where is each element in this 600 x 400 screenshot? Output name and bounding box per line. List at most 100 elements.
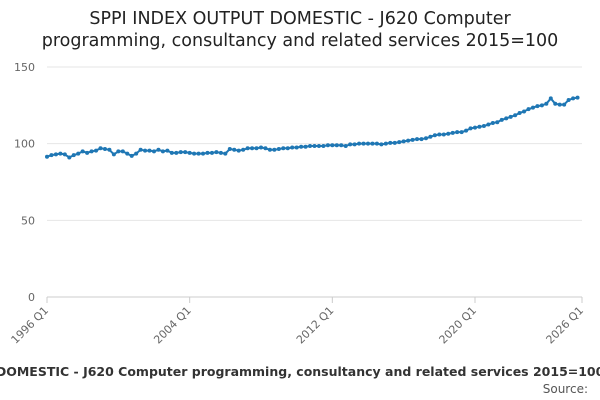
data-point bbox=[303, 144, 308, 149]
data-point bbox=[125, 151, 130, 156]
data-point bbox=[450, 130, 455, 135]
data-point bbox=[477, 124, 482, 129]
data-point bbox=[410, 137, 415, 142]
data-point bbox=[352, 142, 357, 147]
data-point bbox=[49, 153, 54, 158]
data-point bbox=[481, 124, 486, 129]
data-point bbox=[299, 144, 304, 149]
data-point bbox=[134, 151, 139, 156]
data-point bbox=[53, 152, 58, 157]
chart-title-line-2: programming, consultancy and related ser… bbox=[41, 31, 559, 51]
data-point bbox=[517, 111, 522, 115]
data-point bbox=[281, 146, 286, 151]
data-point bbox=[160, 149, 165, 154]
data-point bbox=[343, 143, 348, 148]
data-point bbox=[263, 146, 268, 151]
data-point bbox=[276, 147, 281, 152]
data-point bbox=[85, 150, 90, 155]
data-point bbox=[553, 101, 558, 106]
data-point bbox=[437, 132, 442, 137]
data-point bbox=[499, 117, 504, 122]
data-point bbox=[192, 151, 197, 156]
chart-title: SPPI INDEX OUTPUT DOMESTIC - J620 Comput… bbox=[0, 8, 600, 52]
data-point bbox=[379, 142, 384, 147]
data-point bbox=[178, 150, 183, 155]
data-point bbox=[201, 151, 206, 156]
data-point bbox=[397, 140, 402, 145]
data-point bbox=[209, 150, 214, 155]
data-point bbox=[544, 101, 549, 106]
y-tick-label: 0 bbox=[28, 291, 35, 304]
data-point bbox=[508, 114, 513, 119]
data-point bbox=[58, 151, 63, 156]
data-point bbox=[446, 131, 451, 136]
data-point bbox=[129, 153, 134, 158]
data-point bbox=[513, 113, 518, 118]
data-point bbox=[464, 128, 469, 133]
data-point bbox=[401, 139, 406, 144]
data-point bbox=[419, 137, 424, 142]
data-point bbox=[71, 153, 76, 158]
data-point bbox=[187, 150, 192, 155]
data-point bbox=[406, 138, 411, 143]
data-point bbox=[120, 149, 125, 154]
data-point bbox=[285, 146, 290, 151]
source-label: Source: bbox=[542, 382, 588, 396]
data-point bbox=[232, 147, 237, 152]
data-point bbox=[236, 148, 241, 153]
data-point bbox=[575, 95, 580, 100]
data-point bbox=[245, 146, 250, 151]
x-tick-label: 2020 Q1 bbox=[437, 304, 480, 347]
data-point bbox=[98, 146, 103, 151]
legend: SPPI INDEX OUTPUT DOMESTIC - J620 Comput… bbox=[0, 364, 600, 379]
data-point bbox=[250, 146, 255, 151]
data-point bbox=[566, 97, 571, 102]
data-point bbox=[227, 147, 232, 152]
x-tick-label: 2026 Q1 bbox=[544, 304, 587, 347]
data-point bbox=[259, 145, 263, 150]
data-point bbox=[330, 143, 335, 148]
data-point bbox=[143, 148, 148, 153]
data-point bbox=[388, 140, 393, 145]
data-point bbox=[366, 141, 370, 146]
data-point bbox=[557, 102, 562, 107]
data-point bbox=[392, 140, 397, 145]
data-point bbox=[102, 147, 107, 152]
data-point bbox=[165, 148, 170, 153]
data-point bbox=[169, 150, 174, 155]
data-point bbox=[290, 145, 295, 150]
data-point bbox=[504, 116, 509, 121]
data-point bbox=[116, 149, 121, 154]
data-point bbox=[361, 141, 366, 146]
data-point bbox=[196, 151, 201, 156]
series-line bbox=[46, 96, 578, 159]
data-point bbox=[294, 145, 299, 150]
data-point bbox=[183, 150, 188, 155]
y-tick-label: 100 bbox=[14, 138, 35, 151]
data-point bbox=[459, 130, 464, 135]
data-point bbox=[441, 132, 446, 137]
data-point bbox=[432, 133, 437, 138]
data-point bbox=[423, 136, 428, 141]
data-point bbox=[76, 151, 81, 156]
data-point bbox=[486, 122, 491, 127]
data-point bbox=[522, 109, 527, 114]
data-point bbox=[455, 130, 460, 135]
data-point bbox=[316, 143, 321, 148]
data-point bbox=[67, 155, 72, 160]
data-point bbox=[89, 149, 94, 154]
data-point bbox=[473, 125, 477, 130]
data-point bbox=[415, 137, 420, 142]
data-point bbox=[548, 96, 553, 101]
data-point bbox=[468, 126, 473, 131]
data-point bbox=[374, 141, 379, 146]
chart-title-line-1: SPPI INDEX OUTPUT DOMESTIC - J620 Comput… bbox=[89, 9, 511, 29]
data-point bbox=[539, 103, 544, 108]
data-point bbox=[62, 152, 67, 157]
data-point bbox=[111, 152, 116, 157]
data-point bbox=[571, 96, 576, 101]
data-point bbox=[348, 142, 353, 147]
data-point bbox=[218, 150, 223, 155]
data-point bbox=[80, 149, 85, 154]
data-point bbox=[308, 143, 313, 148]
